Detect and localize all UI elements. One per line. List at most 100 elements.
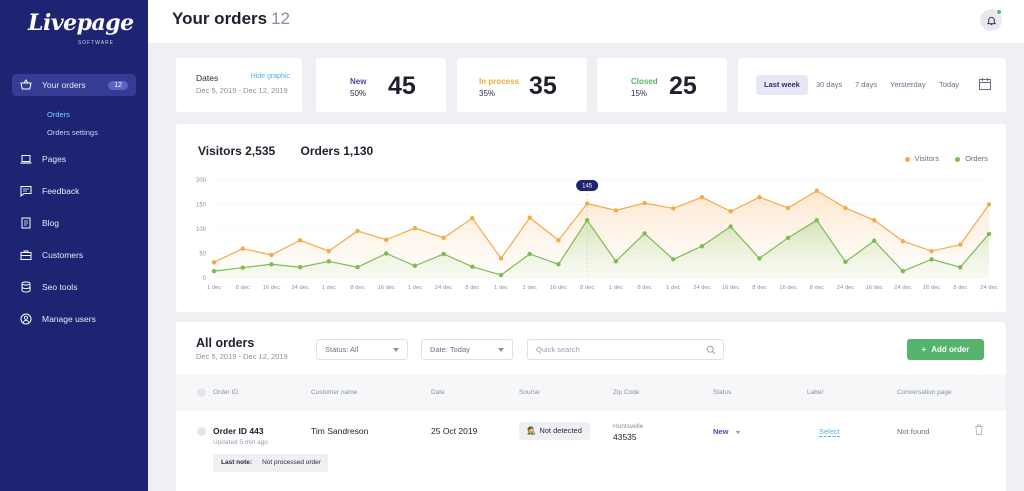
trash-icon[interactable]	[974, 424, 984, 435]
point-orders	[671, 257, 676, 262]
stat-value: 45	[388, 72, 416, 100]
point-visitors	[958, 242, 963, 247]
order-updated: Updated 5 min ago	[213, 439, 268, 446]
hide-graphic-link[interactable]: Hide graphic	[250, 73, 290, 80]
x-tick-label: 16 dec	[779, 285, 797, 291]
quick-search-placeholder: Quick search	[536, 345, 580, 354]
point-orders	[728, 224, 733, 229]
sidebar-item-pages[interactable]: Pages	[12, 148, 136, 170]
range-7-days[interactable]: 7 days	[855, 80, 878, 89]
col-order-id[interactable]: Order ID	[213, 389, 238, 396]
x-tick-label: 16 dec	[865, 285, 883, 291]
sidebar-item-label: Manage users	[42, 314, 96, 324]
status-filter-select[interactable]: Status: All	[316, 339, 408, 360]
y-tick-label: 200	[196, 178, 207, 184]
calendar-icon[interactable]	[978, 77, 992, 91]
sidebar-item-seo-tools[interactable]: Seo tools	[12, 276, 136, 298]
col-customer-name[interactable]: Customer name	[311, 389, 358, 396]
point-visitors	[269, 252, 274, 258]
point-orders	[584, 217, 590, 223]
range-today[interactable]: Today	[939, 80, 960, 89]
y-tick-label: 100	[196, 227, 207, 233]
sidebar-item-feedback[interactable]: Feedback	[12, 180, 136, 202]
x-tick-label: 1 dec	[609, 285, 623, 291]
page-title-count: 12	[271, 9, 291, 28]
range-last-week[interactable]: Last week	[756, 75, 808, 95]
notifications-button[interactable]	[980, 9, 1002, 31]
sidebar-item-your-orders[interactable]: Your orders 12	[12, 74, 136, 96]
table-row[interactable]: Order ID 443 Updated 5 min ago Last note…	[176, 411, 1006, 491]
legend-label: Orders	[965, 154, 988, 163]
stat-name: Closed	[631, 77, 658, 86]
point-orders	[240, 265, 245, 270]
date-filter-select[interactable]: Date: Today	[421, 339, 513, 360]
sidebar-item-label: Customers	[42, 250, 84, 260]
dates-label: Dates	[196, 73, 219, 83]
tooltip-value: 145	[582, 184, 593, 190]
sidebar-item-manage-users[interactable]: Manage users	[12, 308, 136, 330]
point-orders	[613, 259, 619, 264]
last-note-label: Last note:	[221, 459, 253, 466]
legend-orders[interactable]: Orders	[955, 154, 988, 163]
quick-search-input[interactable]: Quick search	[527, 339, 724, 360]
point-orders	[958, 265, 963, 270]
stat-card-new[interactable]: New 50% 45	[316, 58, 446, 112]
sidebar-subitem-orders-settings[interactable]: Orders settings	[47, 128, 98, 137]
add-order-label: Add order	[931, 345, 970, 354]
point-visitors	[584, 201, 590, 206]
stat-percent: 15%	[631, 89, 648, 98]
sidebar-subitem-orders[interactable]: Orders	[47, 110, 70, 119]
point-visitors	[843, 205, 848, 211]
stat-card-closed[interactable]: Closed 15% 25	[597, 58, 727, 112]
col-conversation-page[interactable]: Conversation page	[897, 389, 952, 396]
range-filter-card: Last week 30 days 7 days Yersterday Toda…	[738, 58, 1006, 112]
user-circle-icon	[20, 313, 32, 325]
label-select[interactable]: Select	[819, 427, 840, 437]
sidebar-item-label: Seo tools	[42, 282, 78, 292]
order-id[interactable]: Order ID 443	[213, 426, 264, 436]
row-checkbox[interactable]	[197, 427, 206, 436]
point-visitors	[613, 208, 619, 213]
point-visitors	[527, 215, 532, 220]
x-tick-label: 24 dec	[894, 285, 912, 291]
status-dropdown[interactable]: New	[713, 427, 729, 436]
point-orders	[929, 257, 934, 262]
x-tick-label: 16 dec	[550, 285, 568, 291]
dates-range: Dec 5, 2019 - Dec 12, 2019	[196, 86, 288, 95]
visitors-total: Visitors 2,535	[198, 144, 276, 158]
point-orders	[757, 256, 762, 261]
col-label[interactable]: Label	[807, 389, 823, 396]
orders-table-header: Order ID Customer name Date Sourse Zip C…	[176, 375, 1006, 411]
brand-logo[interactable]: Livepage SOFTWARE	[28, 10, 134, 50]
point-orders	[699, 243, 705, 249]
col-zip-code[interactable]: Zip Code	[613, 389, 640, 396]
range-yesterday[interactable]: Yersterday	[890, 80, 926, 89]
chevron-down-icon[interactable]	[736, 431, 740, 434]
col-status[interactable]: Status	[713, 389, 732, 396]
point-visitors	[699, 194, 705, 200]
stat-value: 35	[529, 72, 557, 100]
x-tick-label: 8 dec	[953, 285, 967, 291]
point-orders	[384, 251, 389, 256]
stat-card-in-process[interactable]: In process 35% 35	[457, 58, 587, 112]
sidebar-item-blog[interactable]: Blog	[12, 212, 136, 234]
col-source[interactable]: Sourse	[519, 389, 540, 396]
point-visitors	[728, 209, 733, 214]
legend-dot-visitors	[904, 156, 910, 162]
laptop-icon	[20, 153, 32, 165]
orders-card: All orders Dec 5, 2019 - Dec 12, 2019 St…	[176, 322, 1006, 491]
legend-visitors[interactable]: Visitors	[904, 154, 940, 163]
col-date[interactable]: Date	[431, 389, 445, 396]
range-30-days[interactable]: 30 days	[816, 80, 843, 89]
x-tick-label: 24 dec	[291, 285, 309, 291]
point-orders	[297, 265, 303, 270]
sidebar-nav: Your orders 12 Orders Orders settings Pa…	[0, 74, 148, 340]
point-visitors	[556, 238, 561, 243]
add-order-button[interactable]: + Add order	[907, 339, 984, 360]
legend-label: Visitors	[914, 154, 940, 163]
x-tick-label: 16 dec	[722, 285, 740, 291]
zip-code: 43535	[613, 432, 637, 442]
sidebar-item-customers[interactable]: Customers	[12, 244, 136, 266]
select-all-checkbox[interactable]	[197, 388, 206, 397]
stat-name: In process	[479, 77, 520, 86]
